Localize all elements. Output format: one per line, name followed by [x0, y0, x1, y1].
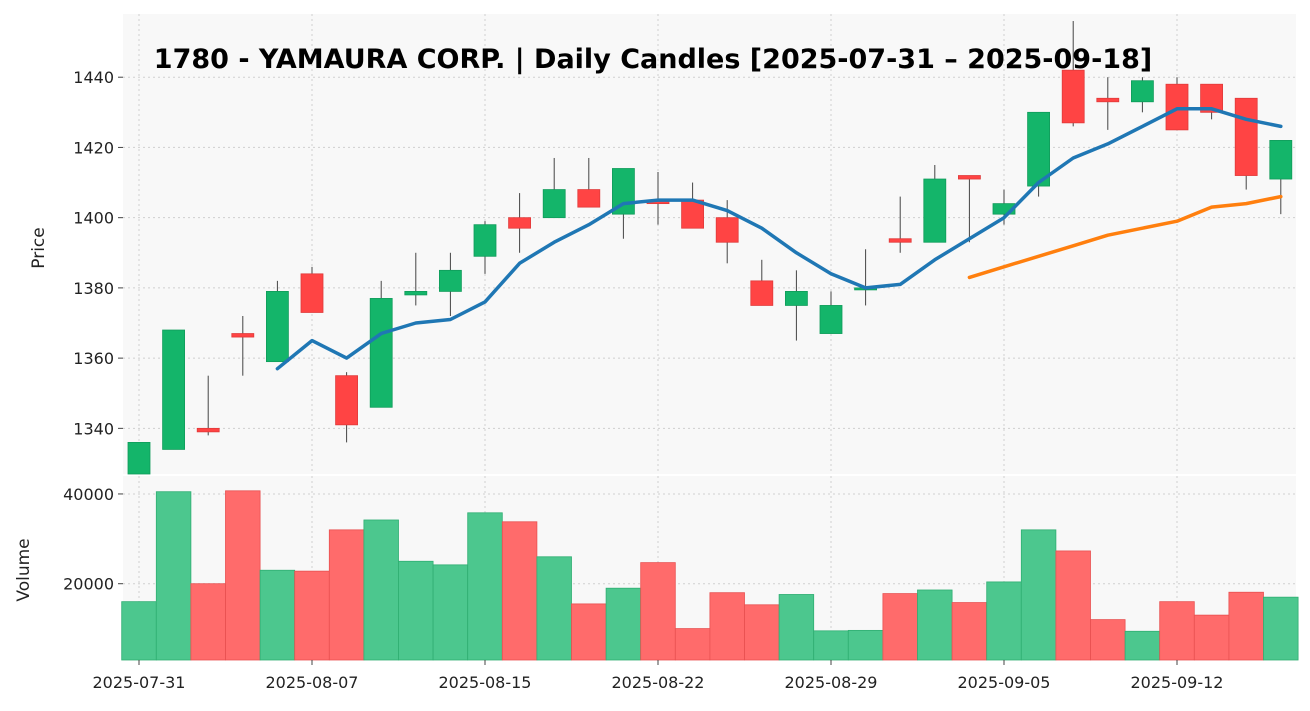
- price-tick-label: 1440: [73, 68, 114, 87]
- volume-bar: [986, 581, 1022, 661]
- candle-body: [1131, 80, 1154, 103]
- candle-body: [958, 175, 981, 180]
- volume-axis-label: Volume: [14, 538, 34, 601]
- volume-bar: [813, 630, 849, 661]
- chart-title: 1780 - YAMAURA CORP. | Daily Candles [20…: [154, 44, 1152, 75]
- price-tick-label: 1360: [73, 349, 114, 368]
- candle-body: [1061, 69, 1085, 124]
- candle-body: [404, 291, 428, 296]
- candle-body: [300, 273, 324, 313]
- x-tick-label: 2025-09-12: [1131, 673, 1224, 692]
- volume-bar: [398, 560, 434, 661]
- volume-bar: [1193, 614, 1230, 661]
- volume-bar: [259, 569, 296, 661]
- candle-body: [265, 291, 289, 363]
- volume-bar: [1055, 550, 1091, 661]
- candle-body: [750, 280, 774, 306]
- candle-body: [1269, 140, 1293, 180]
- volume-bar: [917, 589, 953, 661]
- candle-body: [369, 298, 393, 408]
- candle-body: [127, 441, 151, 475]
- moving-average-long-line: [967, 194, 1283, 280]
- x-tick-label: 2025-08-29: [785, 673, 878, 692]
- volume-bar: [363, 519, 399, 661]
- volume-bar: [674, 628, 711, 661]
- volume-bar: [467, 512, 503, 661]
- volume-bar: [155, 491, 192, 661]
- price-axis-label: Price: [29, 227, 49, 268]
- volume-tick-label: 40000: [63, 485, 114, 504]
- volume-bar: [640, 562, 676, 661]
- volume-bar: [1020, 529, 1057, 661]
- candle-body: [715, 217, 739, 243]
- candle-body: [1200, 83, 1223, 113]
- candle-body: [162, 329, 186, 450]
- candle-body: [819, 305, 843, 334]
- candle-body: [888, 238, 912, 243]
- volume-bar: [432, 564, 469, 661]
- candle-body: [473, 224, 497, 257]
- candle-body: [335, 375, 359, 426]
- candle-body: [1096, 97, 1120, 103]
- volume-bar: [294, 570, 330, 661]
- volume-bar: [951, 602, 988, 661]
- volume-bar: [1263, 596, 1299, 661]
- x-tick-label: 2025-09-05: [958, 673, 1051, 692]
- volume-bar: [1090, 619, 1126, 661]
- price-tick-label: 1400: [73, 209, 114, 228]
- candle-body: [438, 269, 462, 292]
- candle-body: [508, 217, 532, 229]
- candle-body: [681, 199, 704, 229]
- volume-bar: [778, 594, 815, 661]
- volume-bar: [225, 490, 261, 661]
- volume-bar: [571, 603, 607, 661]
- volume-tick-label: 20000: [63, 575, 114, 594]
- candle-body: [785, 291, 808, 306]
- x-tick-label: 2025-07-31: [93, 673, 186, 692]
- candle-body: [542, 189, 566, 219]
- x-tick-label: 2025-08-07: [266, 673, 359, 692]
- x-tick-label: 2025-08-15: [439, 673, 532, 692]
- candle-body: [231, 333, 255, 338]
- volume-bar: [328, 529, 365, 661]
- volume-bar: [1159, 601, 1195, 661]
- volume-bar: [882, 593, 918, 661]
- candle-body: [196, 427, 220, 433]
- candle-body: [1027, 111, 1050, 187]
- volume-bar: [605, 587, 642, 661]
- volume-bar: [501, 521, 538, 661]
- price-panel: [123, 14, 1296, 474]
- volume-bar: [709, 592, 745, 661]
- volume-bar: [121, 601, 157, 661]
- volume-bar: [744, 604, 780, 661]
- candle-body: [923, 178, 947, 243]
- moving-average-short-line: [275, 107, 1283, 371]
- candle-body: [1234, 97, 1258, 176]
- price-tick-label: 1380: [73, 279, 114, 298]
- candle-body: [577, 189, 601, 208]
- x-tick-label: 2025-08-22: [612, 673, 705, 692]
- price-tick-label: 1420: [73, 138, 114, 157]
- price-tick-label: 1340: [73, 419, 114, 438]
- volume-bar: [536, 556, 572, 661]
- volume-bar: [1124, 630, 1161, 661]
- volume-bar: [847, 629, 884, 661]
- volume-bar: [190, 583, 226, 661]
- volume-bar: [1228, 591, 1264, 661]
